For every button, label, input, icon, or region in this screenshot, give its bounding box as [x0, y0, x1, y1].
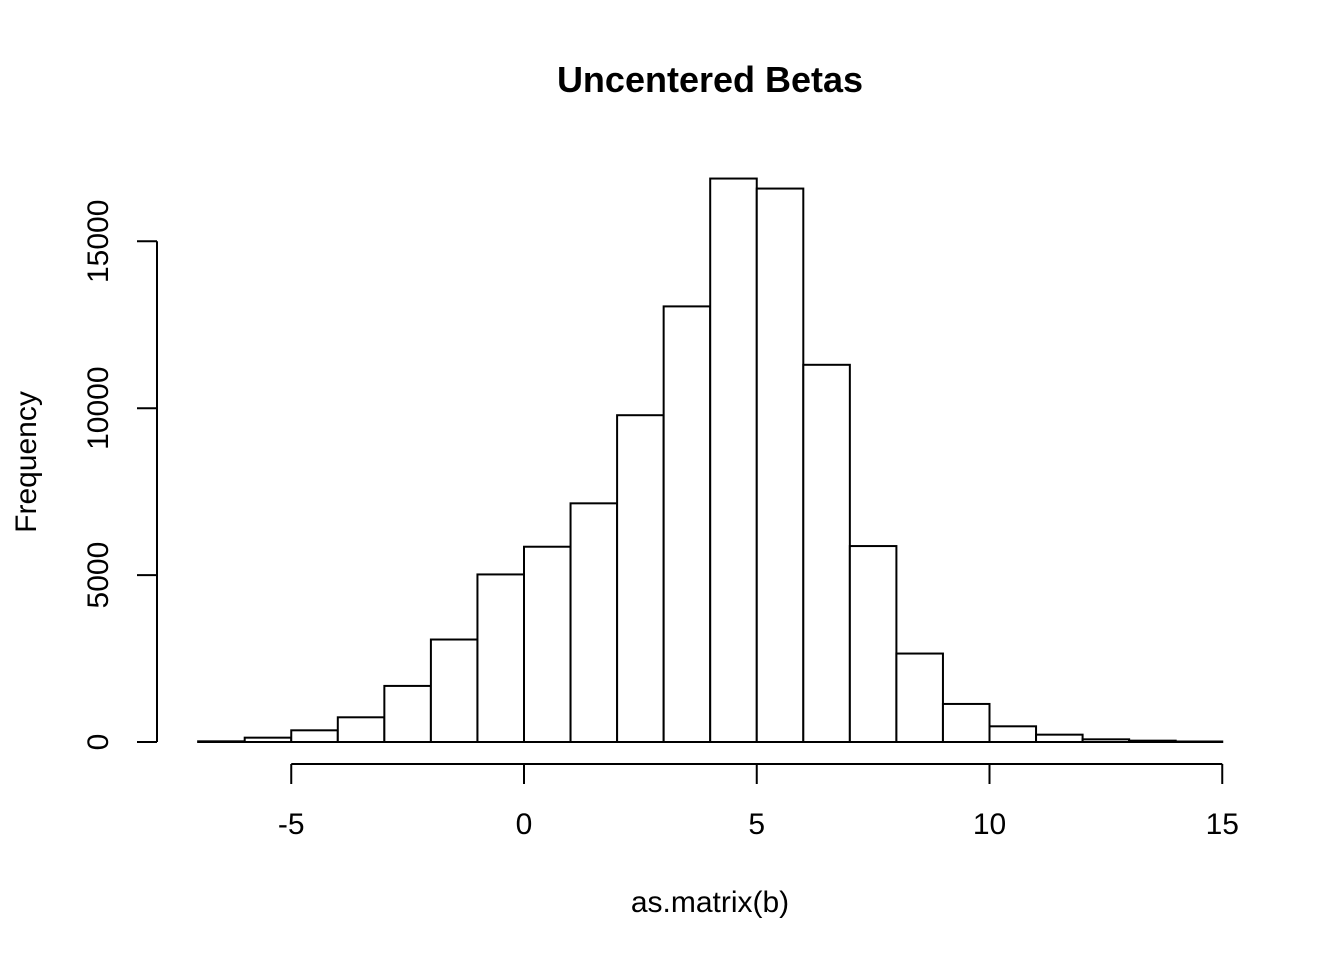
x-tick-label-3: 10 [973, 808, 1006, 841]
y-tick-label-1: 5000 [82, 542, 115, 609]
histogram-bar-16 [941, 702, 991, 743]
y-tick-label-2: 10000 [82, 366, 115, 449]
histogram-bar-12 [755, 187, 805, 744]
histogram-bar-13 [802, 363, 851, 743]
y-axis: 0 5000 10000 15000 [82, 200, 158, 751]
histogram-bar-8 [569, 502, 619, 744]
x-axis-label: as.matrix(b) [631, 886, 789, 919]
y-tick-label-0: 0 [82, 734, 115, 751]
histogram-bar-3 [336, 716, 386, 744]
histogram-bar-18 [1035, 733, 1084, 743]
chart-title: Uncentered Betas [557, 59, 863, 100]
x-tick-label-2: 5 [748, 808, 765, 841]
histogram-bar-10 [662, 305, 712, 743]
histogram-bar-4 [383, 684, 432, 743]
histogram-bar-2 [290, 729, 339, 744]
y-tick-label-3: 15000 [82, 200, 115, 283]
x-axis: -5 0 5 10 15 [278, 763, 1239, 841]
x-tick-label-4: 15 [1206, 808, 1239, 841]
x-tick-label-1: 0 [516, 808, 533, 841]
histogram-bar-5 [429, 638, 479, 743]
histogram-bar-21 [1174, 740, 1224, 744]
histogram-bar-20 [1128, 739, 1177, 743]
histogram-bar-15 [895, 652, 944, 744]
histogram-bar-14 [848, 545, 898, 743]
histogram-bar-1 [243, 736, 293, 743]
histogram-bar-7 [523, 545, 572, 743]
x-tick-label-0: -5 [278, 808, 305, 841]
histogram-bar-6 [476, 573, 526, 743]
histogram-bar-9 [616, 414, 665, 743]
histogram-bars [197, 177, 1224, 744]
histogram-bar-19 [1081, 738, 1131, 743]
histogram-bar-11 [709, 177, 758, 743]
histogram-bar-17 [988, 725, 1038, 744]
y-axis-label: Frequency [10, 391, 43, 533]
histogram-bar-0 [197, 740, 246, 743]
